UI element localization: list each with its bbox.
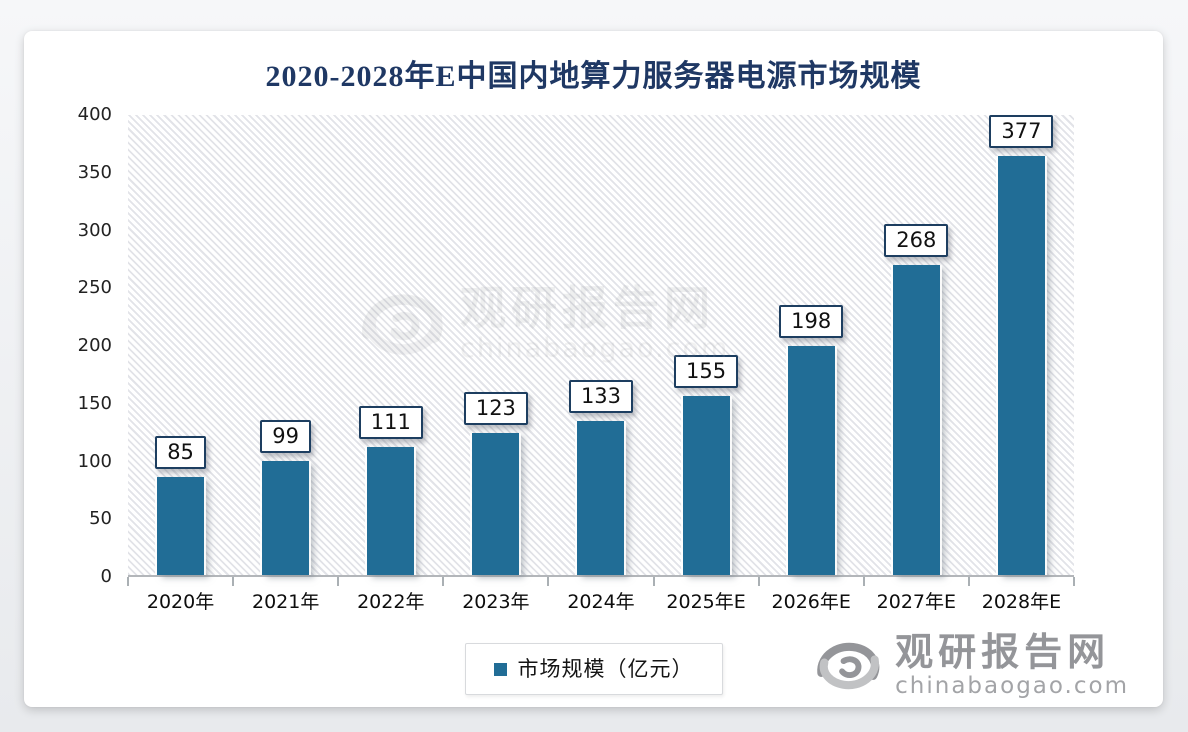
bar	[367, 446, 415, 575]
bar	[787, 346, 835, 575]
y-tick-label: 50	[89, 508, 112, 530]
bar	[682, 395, 730, 575]
bar-column: 377	[969, 115, 1074, 575]
watermark-corner: 观研报告网 chinabaogao.com	[811, 630, 1129, 699]
chart-title: 2020-2028年E中国内地算力服务器电源市场规模	[265, 60, 922, 93]
y-tick-label: 150	[77, 392, 112, 414]
bar	[577, 421, 625, 575]
legend-label: 市场规模（亿元）	[517, 657, 694, 681]
watermark-brand-text: 观研报告网	[895, 630, 1111, 675]
bar	[262, 460, 310, 575]
chinabaogao-logo-icon	[811, 634, 885, 698]
bar-value-label: 85	[155, 435, 206, 469]
y-tick-label: 350	[77, 161, 112, 183]
bar-column: 111	[338, 115, 443, 575]
bar-value-label: 155	[674, 354, 739, 388]
x-tick-label: 2022年	[357, 591, 425, 613]
x-axis-tick	[652, 577, 655, 586]
x-axis-tick	[1073, 577, 1075, 586]
bar-value-label: 123	[463, 391, 528, 425]
legend: 市场规模（亿元）	[464, 643, 723, 695]
bar-column: 133	[548, 115, 653, 575]
x-tick-label: 2026年E	[771, 591, 851, 613]
bar-column: 85	[128, 115, 233, 575]
bar	[892, 265, 940, 575]
bar-column: 198	[759, 115, 864, 575]
x-axis-tick	[757, 577, 760, 586]
x-axis-tick	[232, 577, 235, 586]
bar-value-label: 133	[568, 380, 634, 414]
plot-area: 85 99 111 123 133 155 198 268 377	[127, 115, 1075, 586]
bar-value-label: 111	[358, 405, 423, 439]
y-tick-label: 0	[100, 566, 112, 587]
y-axis: 400 350 300 250 200 150 100 50 0	[24, 104, 112, 587]
bar-column: 268	[864, 115, 969, 575]
bar-value-label: 377	[989, 115, 1054, 148]
x-axis-tick	[547, 577, 550, 586]
bar-column: 99	[233, 115, 338, 575]
chart-card: 2020-2028年E中国内地算力服务器电源市场规模 400 350 300 250 2…	[24, 31, 1163, 707]
x-axis-tick	[862, 577, 865, 586]
y-tick-label: 100	[77, 450, 112, 472]
x-tick-label: 2025年E	[666, 591, 746, 613]
x-tick-label: 2028年E	[981, 591, 1062, 613]
bar	[157, 476, 205, 575]
bar	[997, 156, 1045, 575]
x-tick-label: 2024年	[567, 591, 635, 613]
legend-swatch	[493, 662, 507, 676]
bar-value-label: 99	[260, 419, 312, 453]
y-tick-label: 200	[77, 335, 112, 356]
x-axis-tick	[337, 577, 340, 586]
x-tick-label: 2020年	[146, 591, 215, 613]
bar-value-label: 198	[779, 305, 844, 339]
y-tick-label: 250	[77, 277, 112, 299]
bar-column: 155	[654, 115, 759, 575]
x-axis-tick	[127, 577, 129, 586]
x-axis-tick	[967, 577, 970, 586]
x-tick-label: 2021年	[251, 591, 320, 613]
x-tick-label: 2023年	[462, 591, 530, 613]
bar-value-label: 268	[884, 224, 949, 258]
y-tick-label: 400	[77, 104, 112, 125]
y-tick-label: 300	[77, 219, 112, 241]
x-axis-tick	[442, 577, 445, 586]
x-axis: 2020年 2021年 2022年 2023年 2024年 2025年E 2026年E 202…	[128, 587, 1074, 617]
watermark-domain-text: chinabaogao.com	[895, 673, 1129, 699]
bar-column: 123	[443, 115, 548, 575]
x-tick-label: 2027年E	[876, 591, 956, 613]
bar	[472, 432, 520, 575]
